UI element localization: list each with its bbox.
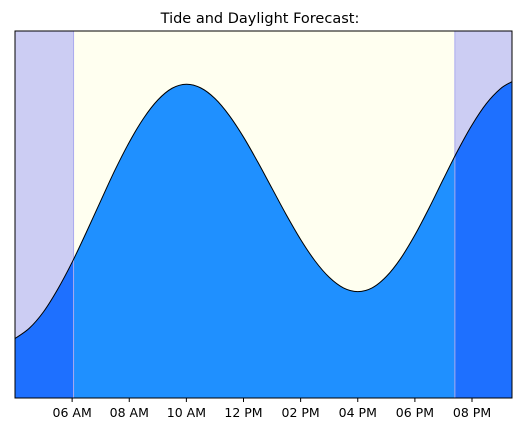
x-tick-label: 06 AM — [53, 405, 92, 420]
x-tick-label: 08 AM — [110, 405, 149, 420]
x-tick-label: 10 AM — [167, 405, 206, 420]
x-axis: 06 AM 08 AM 10 AM 12 PM 02 PM 04 PM 06 PM 08 PM — [53, 398, 492, 420]
x-tick-label: 02 PM — [282, 405, 320, 420]
x-tick-label: 06 PM — [396, 405, 434, 420]
plot-area — [15, 31, 512, 398]
chart-title: Tide and Daylight Forecast: — [160, 11, 360, 27]
x-tick-label: 12 PM — [224, 405, 262, 420]
x-tick-label: 08 PM — [453, 405, 491, 420]
x-tick-label: 04 PM — [339, 405, 377, 420]
